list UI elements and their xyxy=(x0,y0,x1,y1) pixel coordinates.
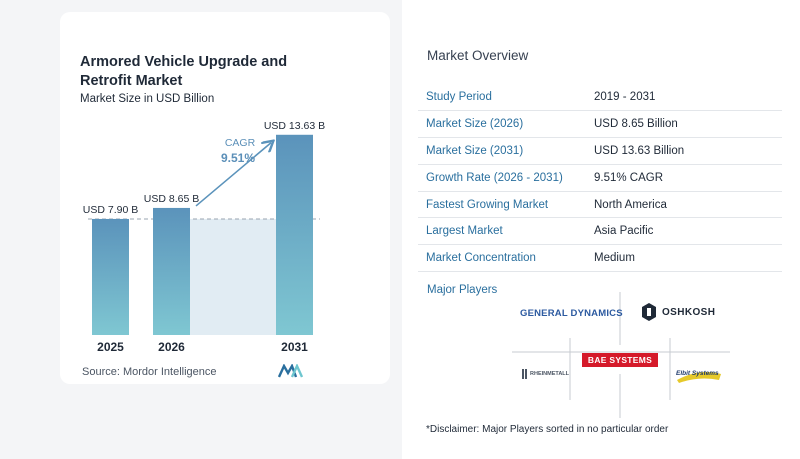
overview-row: Fastest Growing Market North America xyxy=(418,192,782,219)
tick-label: 2025 xyxy=(97,340,124,354)
overview-value: Asia Pacific xyxy=(594,225,654,238)
player-logos: GENERAL DYNAMICS OSHKOSH RHEINMETALL BAE… xyxy=(500,290,740,420)
tick-label: 2026 xyxy=(158,340,185,354)
overview-key: Market Size (2031) xyxy=(426,144,524,157)
overview-value: USD 8.65 Billion xyxy=(594,117,678,130)
cagr-arrow xyxy=(195,143,271,207)
data-label: USD 13.63 B xyxy=(264,120,325,132)
chart-subtitle: Market Size in USD Billion xyxy=(80,93,215,105)
overview-key: Fastest Growing Market xyxy=(426,198,549,211)
bar xyxy=(92,218,129,335)
overview-key: Study Period xyxy=(426,90,492,103)
overview-row: Market Size (2026) USD 8.65 Billion xyxy=(418,111,782,138)
overview-row: Growth Rate (2026 - 2031) 9.51% CAGR xyxy=(418,165,782,192)
logo-grid-lines xyxy=(512,292,730,418)
overview-key: Market Concentration xyxy=(426,252,536,265)
overview-key: Largest Market xyxy=(426,225,503,238)
growth-band xyxy=(190,218,276,335)
bae-systems-logo: BAE SYSTEMS xyxy=(582,353,658,367)
data-label: USD 8.65 B xyxy=(144,193,199,205)
overview-title: Market Overview xyxy=(427,48,529,63)
overview-value: Medium xyxy=(594,252,635,265)
cagr-value: 9.51% xyxy=(221,151,255,165)
overview-value: North America xyxy=(594,198,667,211)
overview-row: Study Period 2019 - 2031 xyxy=(418,84,782,111)
overview-row: Largest Market Asia Pacific xyxy=(418,218,782,246)
bar xyxy=(153,207,190,335)
source-note: Source: Mordor Intelligence xyxy=(82,366,217,378)
overview-key: Growth Rate (2026 - 2031) xyxy=(426,171,563,184)
rheinmetall-logo: RHEINMETALL xyxy=(530,371,570,377)
rheinmetall-mark-icon xyxy=(522,369,527,379)
oshkosh-logo: OSHKOSH xyxy=(662,307,716,318)
elbit-swoosh-icon xyxy=(677,372,721,383)
general-dynamics-logo: GENERAL DYNAMICS xyxy=(520,308,623,319)
overview-value: 9.51% CAGR xyxy=(594,171,664,184)
overview-row: Market Concentration Medium xyxy=(418,245,782,273)
overview-card xyxy=(402,0,800,459)
bar-chart: USD 7.90 B 2025 USD 8.65 B 2026 USD 13.63 B 2… xyxy=(83,120,325,354)
chart-title: Armored Vehicle Upgrade and Retrofit Mar… xyxy=(80,54,288,89)
players-title: Major Players xyxy=(427,284,498,296)
bar xyxy=(276,134,313,335)
overview-value: USD 13.63 Billion xyxy=(594,144,685,157)
overview-key: Market Size (2026) xyxy=(426,117,524,130)
overview-value: 2019 - 2031 xyxy=(594,90,656,103)
elbit-systems-logo: Elbit Systems xyxy=(676,370,719,377)
overview-row: Market Size (2031) USD 13.63 Billion xyxy=(418,138,782,165)
overview-table: Study Period 2019 - 2031 Market Size (2026… xyxy=(418,84,782,273)
disclaimer: *Disclaimer: Major Players sorted in no … xyxy=(426,424,669,435)
tick-label: 2031 xyxy=(281,340,308,354)
data-label: USD 7.90 B xyxy=(83,204,138,216)
cagr-label: CAGR xyxy=(225,137,256,149)
oshkosh-hex-icon xyxy=(642,303,656,321)
mordor-logo-icon xyxy=(278,364,304,378)
